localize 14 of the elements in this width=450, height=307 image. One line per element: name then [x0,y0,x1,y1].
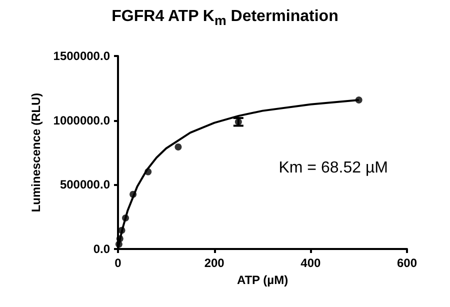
point [234,118,242,126]
x-tick-label: 400 [300,256,321,270]
y-tick-label: 1500000.0 [53,49,110,63]
x-tick-label: 0 [114,256,122,270]
x-axis-title: ATP (µM) [236,272,288,287]
chart-title: FGFR4 ATP K$_{m}$ Determination [110,8,340,28]
y-tick-label: 500000.0 [60,178,110,192]
y-tick-label: 0.0 [93,242,110,256]
x-tick-label: 600 [396,256,418,270]
annotation: Km = 68.52 µM [278,160,388,176]
x-tick-label: 200 [204,256,225,270]
y-tick-label: 1000000.0 [53,113,110,128]
point [174,143,182,150]
y-axis-title: Luminescence (RLU) [29,92,43,212]
